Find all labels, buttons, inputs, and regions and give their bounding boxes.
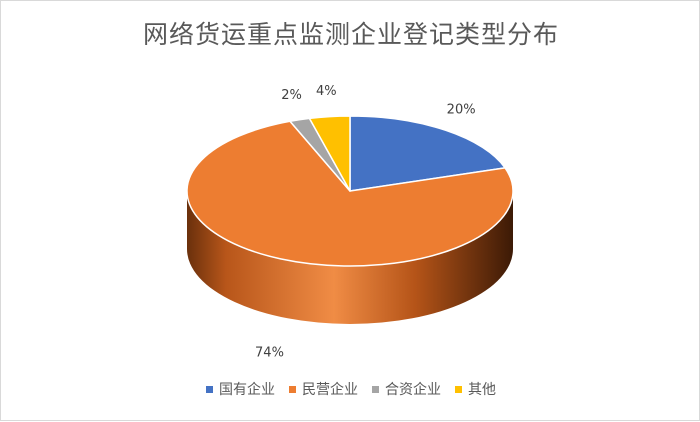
slice-国有企业 (349, 115, 506, 192)
legend-item: 民营企业 (289, 379, 358, 399)
data-label-合资企业: 2% (281, 88, 302, 103)
chart-legend: 国有企业 民营企业 合资企业 其他 (1, 379, 700, 399)
legend-item: 合资企业 (372, 379, 441, 399)
legend-item: 其他 (455, 379, 496, 399)
chart-title: 网络货运重点监测企业登记类型分布 (142, 20, 559, 49)
data-label-其他: 4% (316, 84, 337, 99)
legend-item: 国有企业 (206, 379, 275, 399)
legend-label: 合资企业 (385, 382, 441, 398)
data-label-民营企业: 74% (255, 345, 284, 360)
slice-民营企业 (186, 120, 514, 267)
legend-swatch (372, 385, 379, 393)
legend-swatch (289, 385, 296, 393)
legend-label: 国有企业 (219, 382, 275, 398)
legend-label: 其他 (468, 382, 496, 398)
slice-其他 (308, 115, 351, 192)
data-label-国有企业: 20% (447, 102, 476, 117)
legend-swatch (455, 385, 462, 393)
legend-label: 民营企业 (302, 382, 358, 398)
legend-swatch (206, 385, 213, 393)
slice-side-民营企业 (187, 191, 513, 324)
